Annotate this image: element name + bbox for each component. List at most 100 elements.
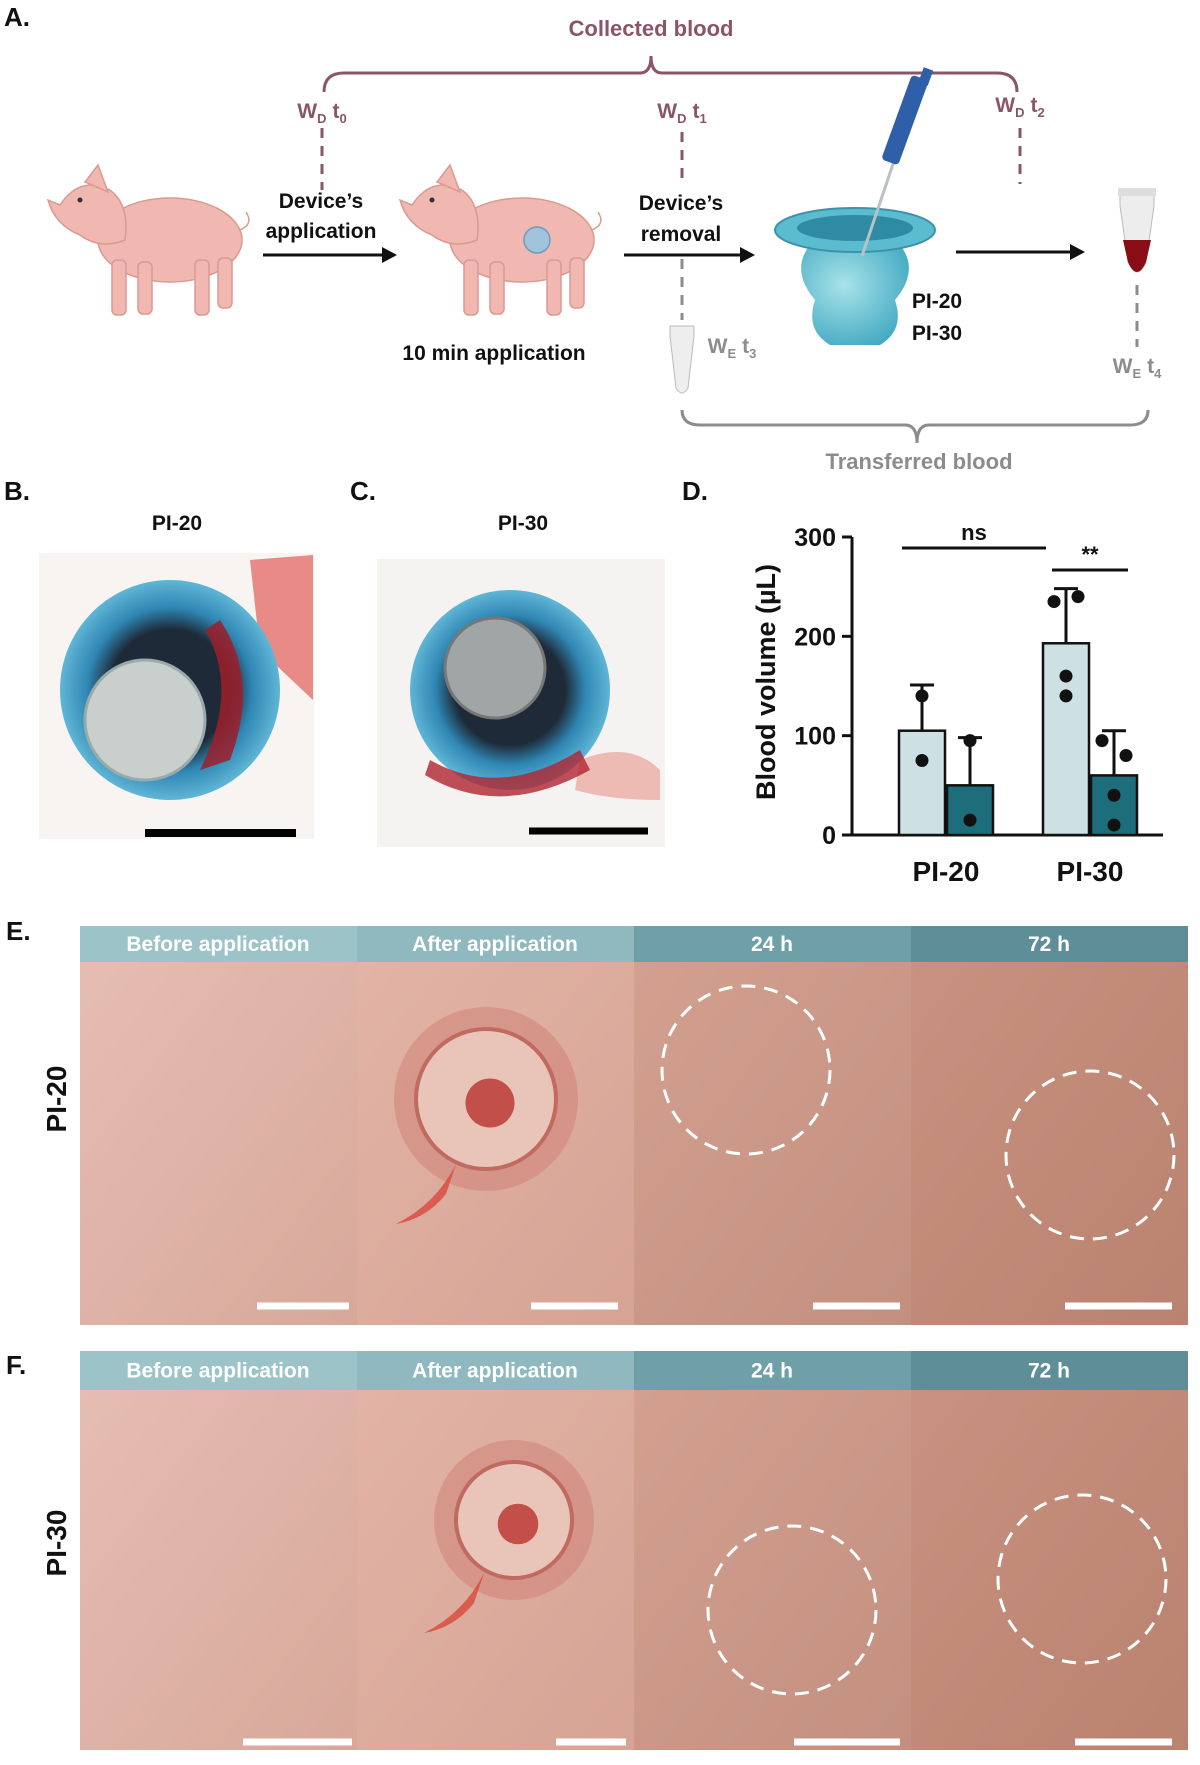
healing-outline: [1004, 1069, 1176, 1241]
t: t: [692, 100, 699, 123]
blood-drip: [424, 1573, 484, 1633]
panel-label: E.: [6, 916, 31, 946]
healing-outline: [660, 984, 832, 1156]
arrowhead: [1070, 244, 1085, 260]
device: [774, 67, 936, 345]
panel-label: A.: [4, 2, 30, 32]
y-tick-label: 300: [794, 524, 836, 552]
collected-bracket: [322, 55, 1019, 93]
t: t: [332, 100, 339, 123]
bar: [945, 784, 995, 837]
wound-center: [497, 1503, 539, 1545]
column-title: 72 h: [1028, 1360, 1070, 1383]
transferred-blood: Transferred blood: [825, 449, 1012, 474]
t: t: [1147, 355, 1154, 378]
data-point: [1047, 595, 1061, 609]
photo: [80, 1390, 357, 1750]
t-sub: 4: [1154, 366, 1162, 381]
t-sub: 1: [699, 111, 706, 126]
w: W: [1113, 355, 1133, 378]
column-header: [634, 926, 911, 962]
transferred-bracket: [680, 409, 1150, 444]
panel-label: F.: [6, 1350, 26, 1380]
column-header: [80, 1351, 357, 1390]
column-header: [357, 926, 634, 962]
row-label: PI-30: [41, 1510, 72, 1577]
tube: [1118, 188, 1156, 273]
photo-detail: [250, 555, 313, 700]
significance-label: **: [1081, 542, 1099, 567]
photo: [634, 1390, 911, 1750]
y-tick-label: 0: [822, 822, 836, 850]
wound-center: [465, 1078, 515, 1128]
y-tick-label: 200: [794, 623, 836, 651]
column-title: After application: [412, 1360, 578, 1383]
weight-label: WD t2: [995, 94, 1044, 120]
photo: [911, 1390, 1188, 1750]
photo-detail: [443, 616, 547, 720]
t: t: [1030, 94, 1037, 117]
photo-detail: [425, 750, 590, 797]
weight-label: WE t4: [1113, 355, 1163, 381]
tube: [669, 325, 695, 394]
healing-outline: [706, 1524, 878, 1696]
arrowhead: [382, 247, 397, 263]
w-sub: E: [727, 346, 736, 361]
panel-title: PI-20: [152, 512, 202, 535]
pig: [46, 163, 250, 316]
photo: [634, 962, 911, 1325]
weight-label: WD t1: [657, 100, 706, 126]
photo: [80, 962, 357, 1325]
column-title: 24 h: [751, 933, 793, 956]
panel-label: C.: [350, 476, 376, 506]
step-text: removal: [641, 223, 722, 246]
column-header: [357, 1351, 634, 1390]
data-point: [1107, 818, 1121, 832]
step-text: Device’s: [279, 190, 363, 213]
device-name: PI-30: [912, 322, 962, 345]
column-header: [911, 1351, 1188, 1390]
column-title: After application: [412, 933, 578, 956]
w: W: [708, 335, 728, 358]
panel-title: PI-30: [498, 512, 548, 535]
significance-label: ns: [961, 520, 987, 545]
collected-blood: Collected blood: [569, 16, 734, 41]
photo-detail: [83, 658, 207, 782]
t-sub: 2: [1037, 105, 1044, 120]
data-point: [1119, 749, 1133, 763]
column-title: 24 h: [751, 1360, 793, 1383]
photo-detail: [575, 752, 660, 800]
data-point: [963, 813, 977, 827]
data-point: [1059, 669, 1073, 683]
data-point: [915, 754, 929, 767]
data-point: [1071, 590, 1085, 604]
weight-label: WE t3: [708, 335, 757, 361]
t: t: [742, 335, 749, 358]
x-tick-label: PI-30: [1057, 856, 1124, 887]
column-title: Before application: [126, 1360, 309, 1383]
bar: [897, 729, 947, 837]
column-header: [634, 1351, 911, 1390]
panel-d: D. Blood volume (µL) 0 100 200 300 PI-20 PI-3…: [682, 476, 1163, 887]
panel-a: A. Collected blood WD t0 WD t1 WD t2 WE t3 W…: [4, 2, 1162, 474]
photo: [911, 962, 1188, 1325]
panel-b: B. PI-20: [4, 476, 314, 839]
w-sub: D: [1015, 105, 1024, 120]
pig: [398, 163, 602, 316]
w-sub: D: [677, 111, 686, 126]
duration: 10 min application: [402, 342, 585, 365]
column-header: [911, 926, 1188, 962]
x-tick-label: PI-20: [913, 856, 980, 887]
column-title: 72 h: [1028, 933, 1070, 956]
data-point: [1059, 689, 1073, 703]
y-tick-label: 100: [794, 723, 836, 751]
weight-label: WD t0: [297, 100, 346, 126]
row-label: PI-20: [41, 1066, 72, 1133]
blood-drip: [396, 1164, 456, 1224]
w-sub: D: [317, 111, 326, 126]
data-point: [963, 734, 977, 748]
photo-panels: E. PI-20 F. PI-30 Before application Afte…: [6, 916, 1188, 1750]
step-text: application: [266, 220, 377, 243]
dashed-lines-e: [680, 259, 1139, 347]
